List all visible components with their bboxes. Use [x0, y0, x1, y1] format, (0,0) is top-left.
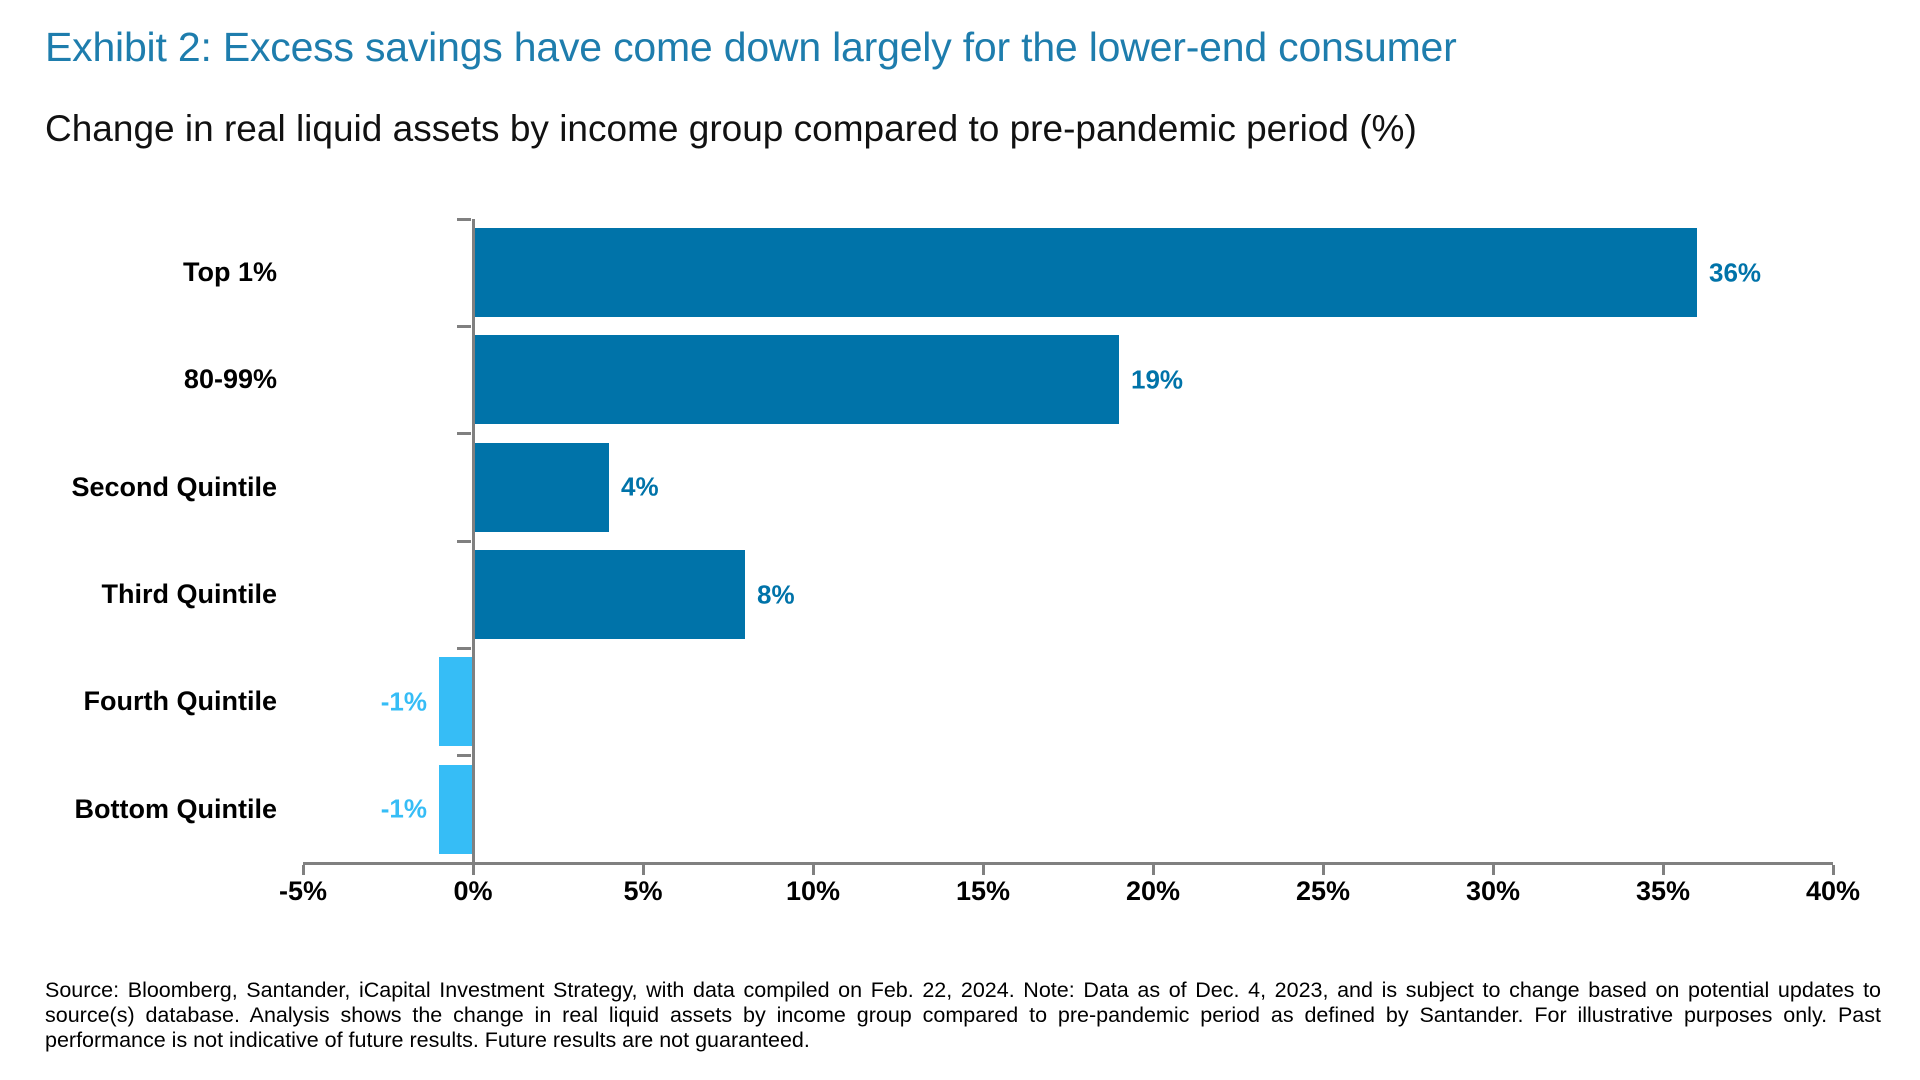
value-label: 36%: [1709, 257, 1762, 288]
category-label: Fourth Quintile: [83, 686, 277, 717]
x-axis-tick: [981, 864, 985, 875]
category-label: Third Quintile: [101, 579, 278, 610]
x-axis-tick: [1321, 864, 1325, 875]
bar-negative: [438, 657, 473, 747]
x-axis-tick-label: -5%: [278, 876, 328, 906]
chart-row: Second Quintile 4%: [45, 434, 1833, 541]
plot-rows: Top 1% 36% 80-99% 19% Second Quintile 4% Third…: [45, 219, 1833, 863]
x-axis-tick: [1491, 864, 1495, 875]
row-plot-area: -1%: [303, 756, 1833, 863]
bar-positive: [473, 228, 1697, 317]
x-axis-tick-label: 15%: [955, 876, 1011, 906]
chart-row: Top 1% 36%: [45, 219, 1833, 326]
x-axis-tick: [1661, 864, 1665, 875]
row-plot-area: -1%: [303, 648, 1833, 755]
x-axis-tick-label: 30%: [1465, 876, 1521, 906]
value-label: -1%: [380, 793, 427, 824]
x-axis-tick-label: 20%: [1125, 876, 1181, 906]
x-axis-tick-label: 35%: [1635, 876, 1691, 906]
chart-row: Fourth Quintile -1%: [45, 648, 1833, 755]
chart-row: Bottom Quintile -1%: [45, 756, 1833, 863]
x-axis-tick-labels: -5% 0% 5% 10% 15% 20% 25% 30% 35% 40%: [279, 876, 1860, 920]
bar-chart: Top 1% 36% 80-99% 19% Second Quintile 4% Third…: [45, 217, 1835, 875]
x-axis-tick: [1151, 864, 1155, 875]
value-label: 19%: [1130, 364, 1184, 395]
bar-positive: [473, 442, 609, 532]
category-label: Second Quintile: [71, 471, 277, 502]
row-plot-area: 4%: [303, 434, 1833, 541]
x-axis-tick: [301, 864, 305, 875]
bar-positive: [473, 549, 745, 639]
x-axis-tick: [641, 864, 645, 875]
category-label: Top 1%: [183, 257, 277, 288]
x-axis-tick-label: 5%: [623, 876, 663, 906]
row-plot-area: 8%: [303, 541, 1833, 648]
x-axis-tick-label: 40%: [1805, 876, 1861, 906]
x-axis-tick: [1831, 864, 1835, 875]
page-title: Exhibit 2: Excess savings have come down…: [45, 24, 1457, 70]
x-axis-tick-label: 10%: [785, 876, 841, 906]
x-axis-tick-label: 25%: [1295, 876, 1351, 906]
chart-row: 80-99% 19%: [45, 326, 1833, 433]
bar-positive: [473, 335, 1119, 425]
row-plot-area: 36%: [303, 219, 1833, 326]
x-axis-tick-label: 0%: [453, 876, 493, 906]
chart-subtitle: Change in real liquid assets by income g…: [45, 108, 1417, 149]
chart-row: Third Quintile 8%: [45, 541, 1833, 648]
bar-negative: [438, 764, 473, 854]
value-label: -1%: [380, 686, 427, 717]
x-axis-tick: [471, 864, 475, 875]
value-label: 4%: [621, 471, 659, 502]
x-axis-tick: [811, 864, 815, 875]
value-label: 8%: [757, 579, 795, 610]
row-plot-area: 19%: [303, 326, 1833, 433]
category-label: Bottom Quintile: [74, 793, 277, 824]
source-note: Source: Bloomberg, Santander, iCapital I…: [45, 978, 1881, 1052]
category-label: 80-99%: [183, 364, 277, 395]
